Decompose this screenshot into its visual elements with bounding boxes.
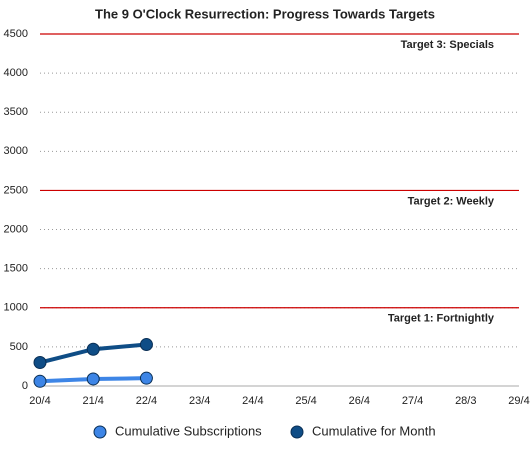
point bbox=[33, 374, 47, 388]
y-tick-label: 3500 bbox=[4, 106, 28, 118]
point bbox=[33, 356, 47, 370]
y-tick-label: 0 bbox=[22, 380, 28, 392]
point bbox=[139, 338, 153, 352]
x-tick-label: 26/4 bbox=[349, 395, 370, 407]
y-tick-label: 3000 bbox=[4, 145, 28, 157]
point bbox=[86, 342, 100, 356]
y-tick-label: 2500 bbox=[4, 184, 28, 196]
x-tick-label: 24/4 bbox=[242, 395, 263, 407]
x-tick-label: 21/4 bbox=[83, 395, 104, 407]
y-tick-label: 1000 bbox=[4, 302, 28, 314]
x-tick-label: 25/4 bbox=[295, 395, 316, 407]
y-tick-label: 4000 bbox=[4, 67, 28, 79]
x-tick-label: 29/4 bbox=[508, 395, 529, 407]
legend-label: Cumulative Subscriptions bbox=[115, 423, 262, 438]
y-tick-label: 500 bbox=[10, 341, 28, 353]
target-label: Target 2: Weekly bbox=[408, 195, 495, 207]
x-tick-label: 22/4 bbox=[136, 395, 157, 407]
y-tick-label: 2000 bbox=[4, 223, 28, 235]
chart-title: The 9 O'Clock Resurrection: Progress Tow… bbox=[95, 6, 435, 21]
x-tick-label: 20/4 bbox=[29, 395, 50, 407]
legend-label: Cumulative for Month bbox=[312, 423, 436, 438]
x-tick-label: 28/3 bbox=[455, 395, 476, 407]
target-label: Target 3: Specials bbox=[401, 39, 494, 51]
y-tick-label: 4500 bbox=[4, 28, 28, 40]
target-label: Target 1: Fortnightly bbox=[388, 313, 495, 325]
y-tick-label: 1500 bbox=[4, 263, 28, 275]
x-tick-label: 23/4 bbox=[189, 395, 210, 407]
point bbox=[86, 372, 100, 386]
point bbox=[139, 371, 153, 385]
legend-marker bbox=[93, 425, 107, 439]
x-tick-label: 27/4 bbox=[402, 395, 423, 407]
legend-marker bbox=[290, 425, 304, 439]
